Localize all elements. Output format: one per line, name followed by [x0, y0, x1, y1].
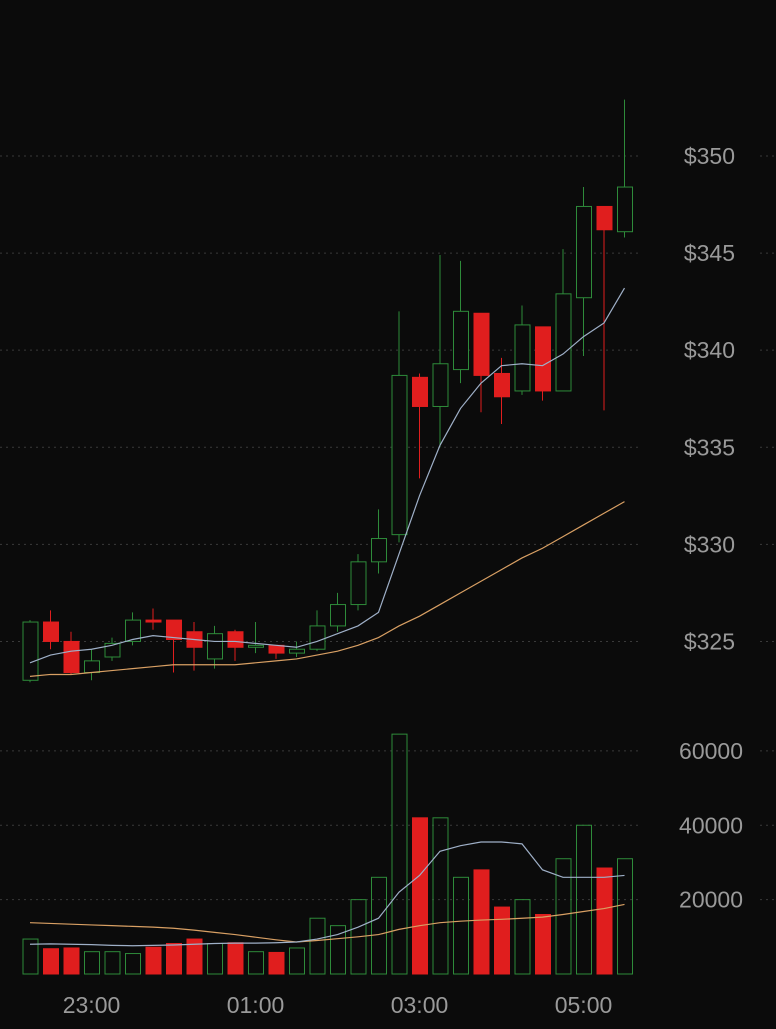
volume-bar-up: [207, 943, 223, 975]
volume-ma-fast-line: [29, 841, 625, 947]
candle-body-up: [248, 644, 264, 648]
volume-bar-down: [412, 817, 428, 975]
price-tick-label: $350: [684, 143, 735, 169]
price-ma-slow-line: [29, 501, 625, 678]
volume-bar-up: [289, 947, 305, 975]
volume-bar-up: [84, 951, 100, 975]
volume-bars: [22, 733, 633, 975]
candle-body-up: [309, 625, 326, 650]
candle-body-down: [412, 376, 428, 407]
candle-body-up: [289, 648, 305, 654]
axis-labels: $325 $330 $335 $340 $345 $350 20000 40000 60000 2…: [63, 143, 743, 1018]
volume-bar-up: [104, 951, 121, 975]
price-ma-fast-line: [29, 287, 626, 664]
volume-bar-down: [145, 946, 162, 975]
candle-body-up: [371, 538, 387, 563]
candle-body-down: [227, 631, 244, 648]
price-tick-label: $335: [684, 434, 735, 460]
candle-body-down: [268, 644, 285, 654]
candle-body-down: [63, 640, 80, 674]
volume-bar-down: [166, 943, 182, 975]
grid-lines: [0, 155, 776, 901]
candle-body-down: [473, 312, 490, 376]
volume-bar-down: [227, 942, 244, 975]
volume-tick-label: 40000: [679, 812, 743, 838]
volume-bar-down: [268, 951, 285, 975]
candle-body-up: [22, 621, 39, 681]
candle-body-up: [576, 205, 592, 299]
volume-bar-down: [596, 867, 613, 975]
candle-body-up: [125, 619, 141, 642]
candle-body-up: [453, 310, 469, 371]
candle-body-down: [535, 326, 551, 392]
candle-body-up: [330, 604, 346, 627]
price-tick-label: $330: [684, 531, 735, 557]
volume-bar-down: [535, 914, 551, 975]
volume-bar-up: [22, 938, 39, 975]
volume-bar-up: [125, 953, 141, 975]
candle-body-down: [145, 619, 162, 623]
price-tick-label: $345: [684, 240, 735, 266]
candle-body-up: [84, 660, 100, 674]
volume-bar-up: [309, 917, 326, 975]
volume-bar-down: [186, 938, 203, 975]
candle-body-up: [104, 642, 121, 658]
candles: [22, 99, 633, 683]
volume-bar-up: [617, 858, 633, 975]
volume-bar-up: [330, 925, 346, 975]
volume-bar-up: [453, 876, 469, 975]
volume-ma-slow-line: [29, 903, 625, 943]
volume-bar-up: [432, 817, 449, 975]
volume-bar-down: [494, 906, 510, 975]
moving-average-lines: [29, 287, 626, 947]
price-tick-label: $340: [684, 337, 735, 363]
volume-bar-up: [391, 733, 408, 975]
candle-body-down: [166, 619, 182, 641]
volume-bar-up: [350, 899, 367, 975]
time-tick-label: 05:00: [555, 992, 613, 1018]
candle-body-up: [432, 363, 449, 407]
time-tick-label: 03:00: [391, 992, 449, 1018]
candle-body-down: [494, 372, 510, 398]
candle-body-up: [350, 561, 367, 606]
volume-bar-down: [43, 948, 59, 975]
volume-bar-up: [371, 876, 387, 975]
price-tick-label: $325: [684, 628, 735, 654]
candle-body-up: [207, 633, 223, 660]
time-tick-label: 01:00: [227, 992, 285, 1018]
candle-body-up: [391, 374, 408, 536]
candle-body-up: [617, 186, 633, 233]
time-tick-label: 23:00: [63, 992, 121, 1018]
volume-bar-down: [473, 869, 490, 975]
volume-bar-up: [514, 899, 531, 975]
candle-body-down: [43, 621, 59, 642]
volume-tick-label: 20000: [679, 887, 743, 913]
volume-tick-label: 60000: [679, 738, 743, 764]
volume-bar-up: [248, 951, 264, 975]
candle-body-down: [596, 205, 613, 231]
candle-body-up: [555, 293, 572, 392]
candle-body-up: [514, 324, 531, 392]
volume-bar-down: [63, 947, 80, 975]
volume-bar-up: [576, 824, 592, 975]
volume-bar-up: [555, 858, 572, 975]
